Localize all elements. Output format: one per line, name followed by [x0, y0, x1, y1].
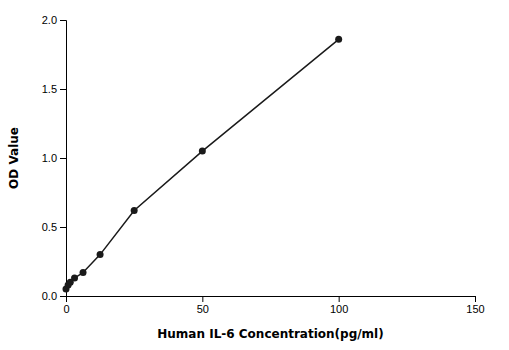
tick: 150: [466, 296, 484, 315]
tick-mark: [202, 296, 203, 302]
tick-mark: [60, 296, 66, 297]
tick-mark: [60, 158, 66, 159]
point: [71, 275, 78, 282]
point: [131, 207, 138, 214]
tick-mark: [475, 296, 476, 302]
axis-line: [67, 297, 476, 303]
tick-mark: [60, 227, 66, 228]
chart: 0 50 100 150 0.0 0.5 1.0 1.5 2.0 Human IL-6 Conce…: [0, 0, 509, 350]
tick: 50: [197, 296, 209, 315]
tick: 0.5: [42, 221, 66, 233]
tick: 0: [63, 296, 69, 315]
point: [199, 148, 206, 155]
data-layer: [63, 36, 343, 293]
plot: 0 50 100 150 0.0 0.5 1.0 1.5 2.0: [42, 14, 485, 315]
tick-label: 50: [197, 303, 209, 315]
y-axis-title: OD Value: [7, 127, 21, 189]
line: [66, 39, 339, 289]
tick-label: 1.5: [42, 83, 57, 95]
tick-label: 0.0: [42, 290, 57, 302]
tick: 1.5: [42, 83, 66, 95]
y-axis: 0.0 0.5 1.0 1.5 2.0: [42, 14, 67, 302]
tick: 1.0: [42, 152, 66, 164]
tick-mark: [339, 296, 340, 302]
axis-line: [60, 21, 67, 297]
tick-mark: [60, 20, 66, 21]
tick: 0.0: [42, 290, 66, 302]
point: [335, 36, 342, 43]
tick-label: 2.0: [42, 14, 57, 26]
tick-label: 0: [63, 303, 69, 315]
tick: 100: [330, 296, 348, 315]
tick-label: 100: [330, 303, 348, 315]
point: [80, 269, 87, 276]
tick-label: 150: [466, 303, 484, 315]
point: [97, 251, 104, 258]
tick-label: 1.0: [42, 152, 57, 164]
tick-label: 0.5: [42, 221, 57, 233]
x-axis-title: Human IL-6 Concentration(pg/ml): [157, 327, 383, 341]
x-axis: 0 50 100 150: [63, 296, 484, 315]
tick: 2.0: [42, 14, 66, 26]
tick-mark: [60, 89, 66, 90]
